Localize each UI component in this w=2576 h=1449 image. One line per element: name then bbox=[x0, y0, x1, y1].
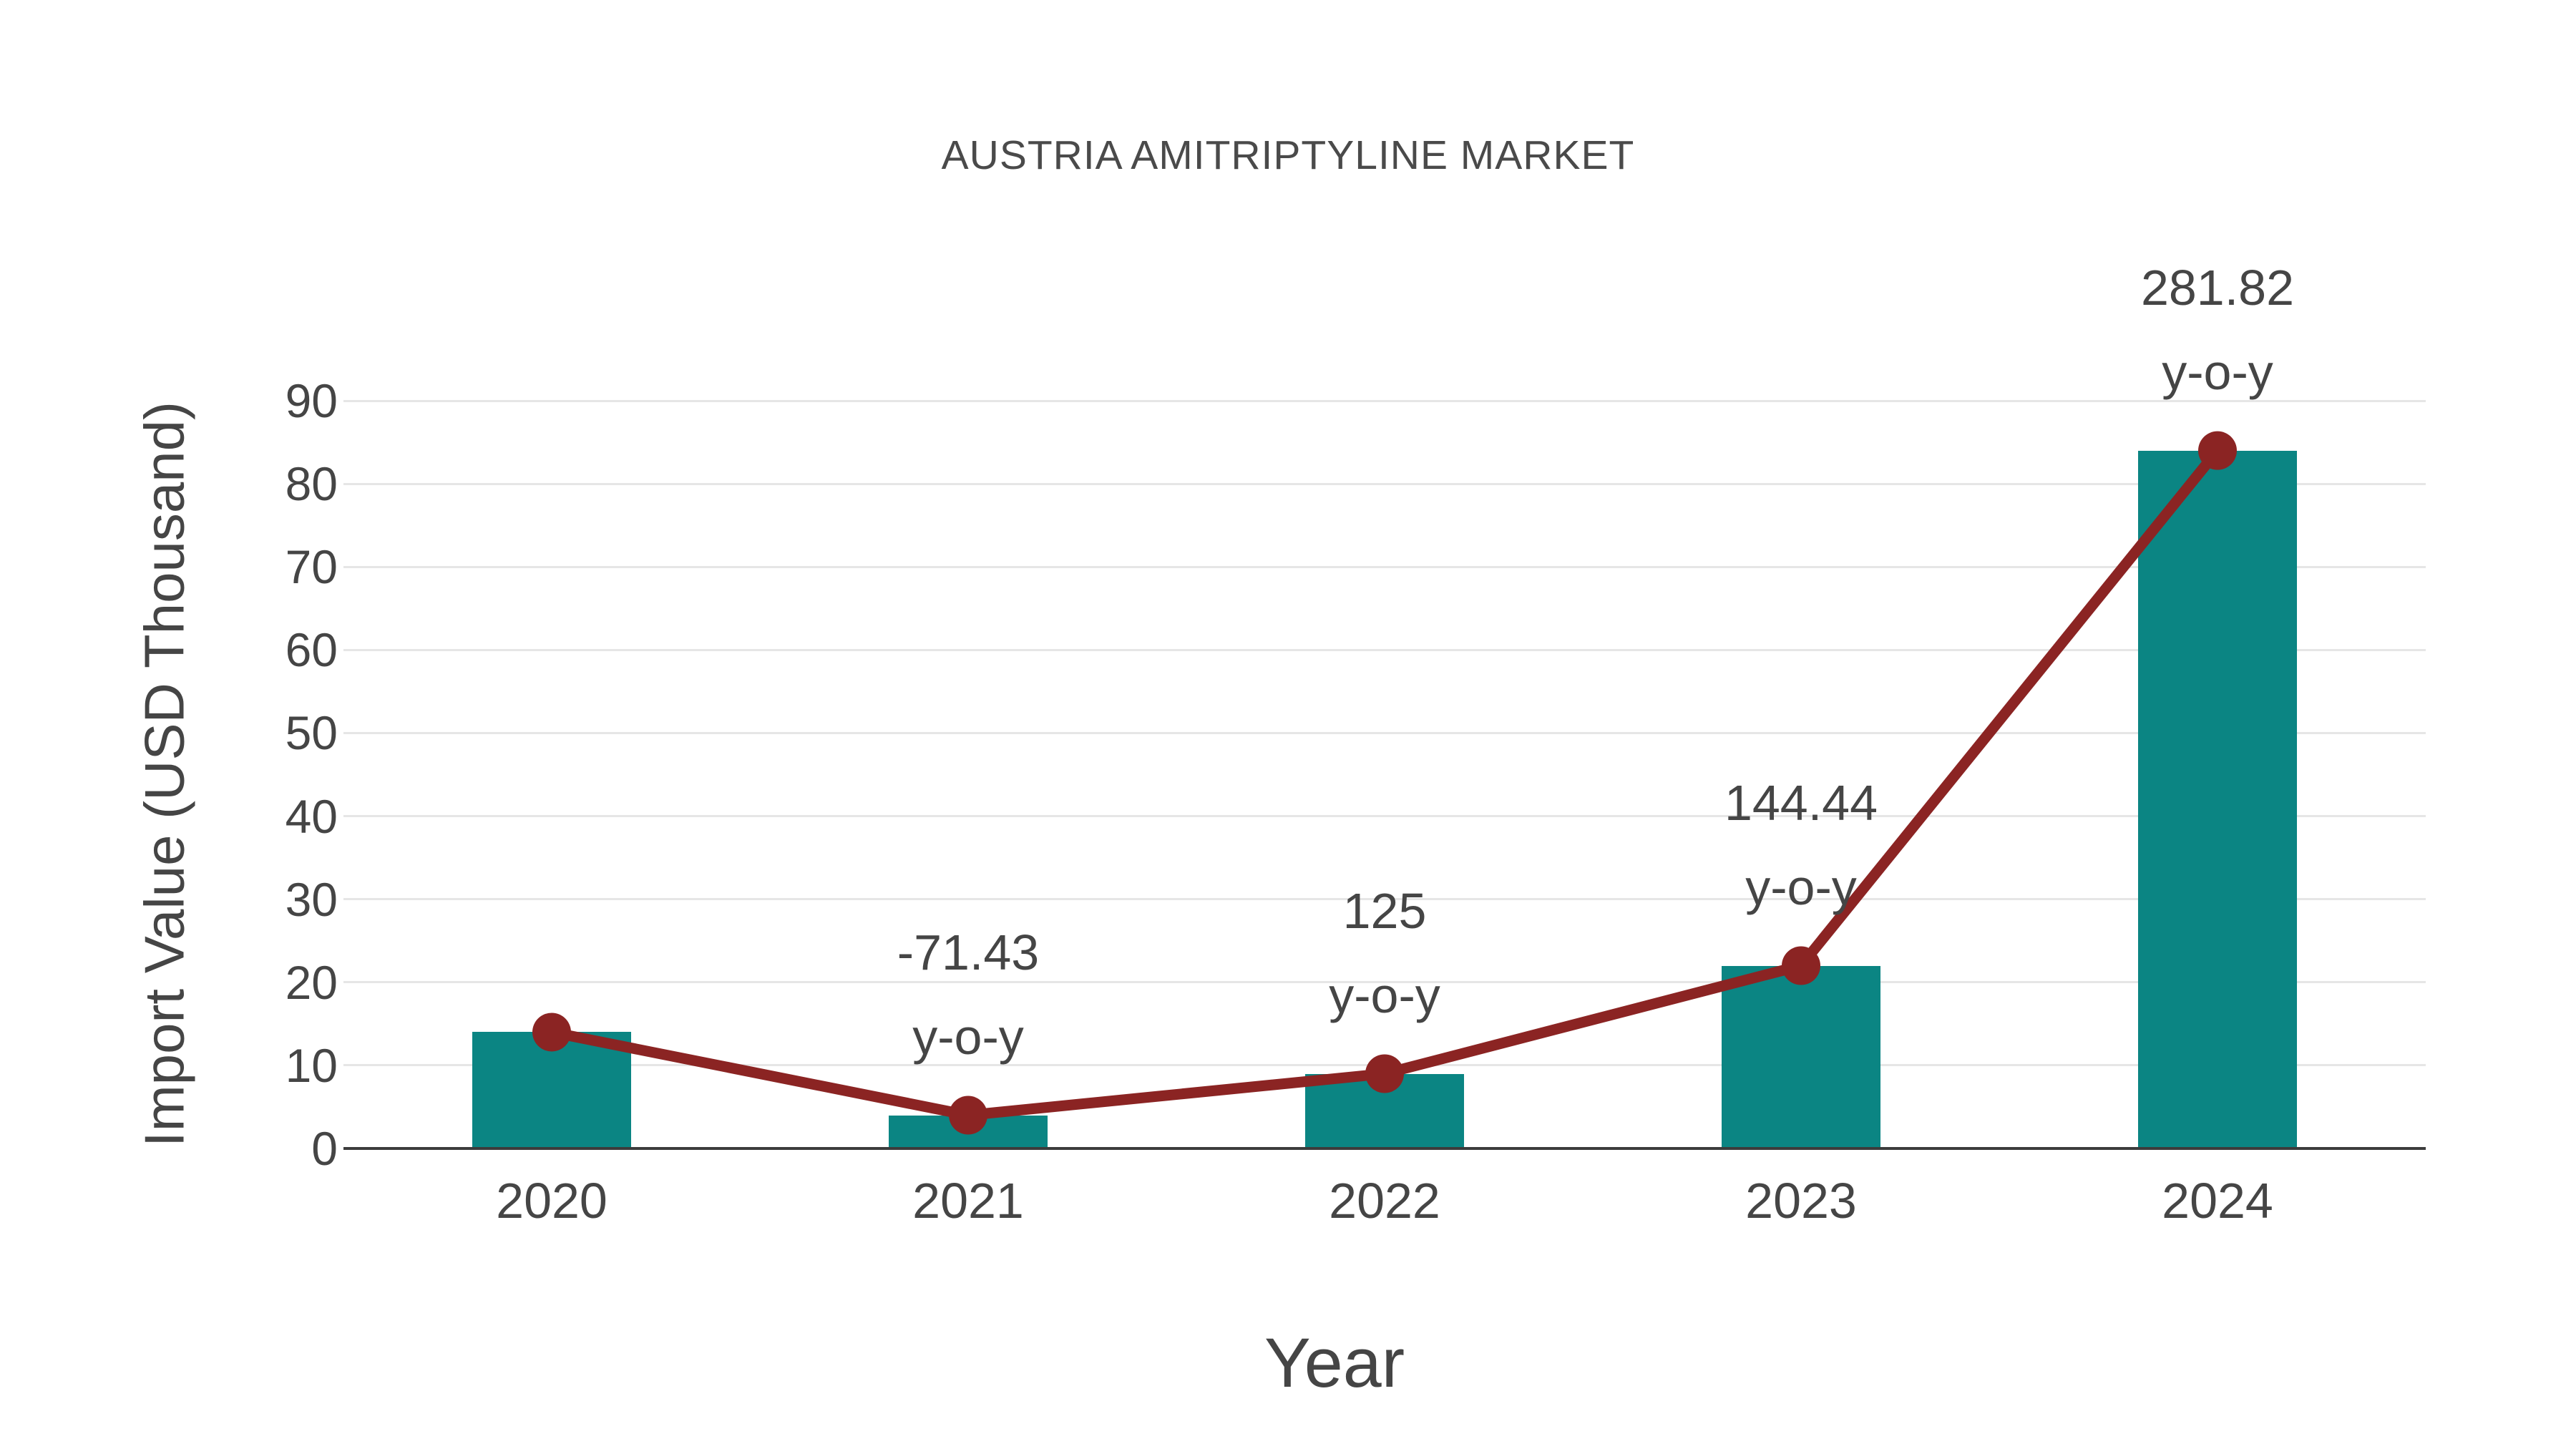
trend-marker-2023 bbox=[1782, 946, 1820, 985]
annotation-2022-value: 125 bbox=[1342, 882, 1427, 939]
annotation-2022-unit: y-o-y bbox=[1329, 967, 1440, 1023]
annotation-2024-value: 281.82 bbox=[2140, 259, 2295, 316]
y-tick-label-90: 90 bbox=[285, 374, 338, 427]
x-tick-label-2022: 2022 bbox=[1329, 1173, 1440, 1229]
gridline-40 bbox=[343, 815, 2426, 818]
x-tick-label-2020: 2020 bbox=[496, 1173, 608, 1229]
gridline-50 bbox=[343, 731, 2426, 734]
y-tick-label-0: 0 bbox=[311, 1122, 338, 1175]
x-axis-baseline bbox=[343, 1147, 2426, 1150]
trend-marker-2021 bbox=[949, 1096, 987, 1135]
gridline-20 bbox=[343, 981, 2426, 984]
x-tick-label-2024: 2024 bbox=[2162, 1173, 2273, 1229]
y-tick-label-80: 80 bbox=[285, 457, 338, 511]
bar-2023 bbox=[1722, 965, 1880, 1148]
gridline-60 bbox=[343, 648, 2426, 651]
y-tick-label-20: 20 bbox=[285, 955, 338, 1009]
gridline-30 bbox=[343, 898, 2426, 901]
gridline-90 bbox=[343, 399, 2426, 402]
y-tick-label-50: 50 bbox=[285, 706, 338, 760]
trend-marker-2024 bbox=[2198, 431, 2237, 470]
y-tick-label-10: 10 bbox=[285, 1038, 338, 1092]
y-tick-label-30: 30 bbox=[285, 872, 338, 926]
trend-marker-2020 bbox=[532, 1013, 571, 1052]
x-tick-label-2021: 2021 bbox=[912, 1173, 1024, 1229]
y-tick-label-60: 60 bbox=[285, 623, 338, 677]
trend-marker-2022 bbox=[1365, 1054, 1404, 1093]
y-tick-label-70: 70 bbox=[285, 540, 338, 594]
gridline-70 bbox=[343, 565, 2426, 568]
annotation-2024-unit: y-o-y bbox=[2162, 343, 2273, 400]
annotation-2023-unit: y-o-y bbox=[1745, 859, 1857, 915]
bar-2020 bbox=[472, 1032, 631, 1148]
chart-title: AUSTRIA AMITRIPTYLINE MARKET bbox=[941, 132, 1635, 178]
y-tick-label-40: 40 bbox=[285, 789, 338, 843]
bar-2024 bbox=[2138, 450, 2297, 1148]
annotation-2021-unit: y-o-y bbox=[912, 1008, 1024, 1065]
gridline-80 bbox=[343, 482, 2426, 485]
annotation-2023-value: 144.44 bbox=[1724, 774, 1878, 831]
annotation-2021-value: -71.43 bbox=[897, 924, 1040, 980]
x-axis-title: Year bbox=[1264, 1324, 1405, 1402]
x-tick-label-2023: 2023 bbox=[1745, 1173, 1857, 1229]
